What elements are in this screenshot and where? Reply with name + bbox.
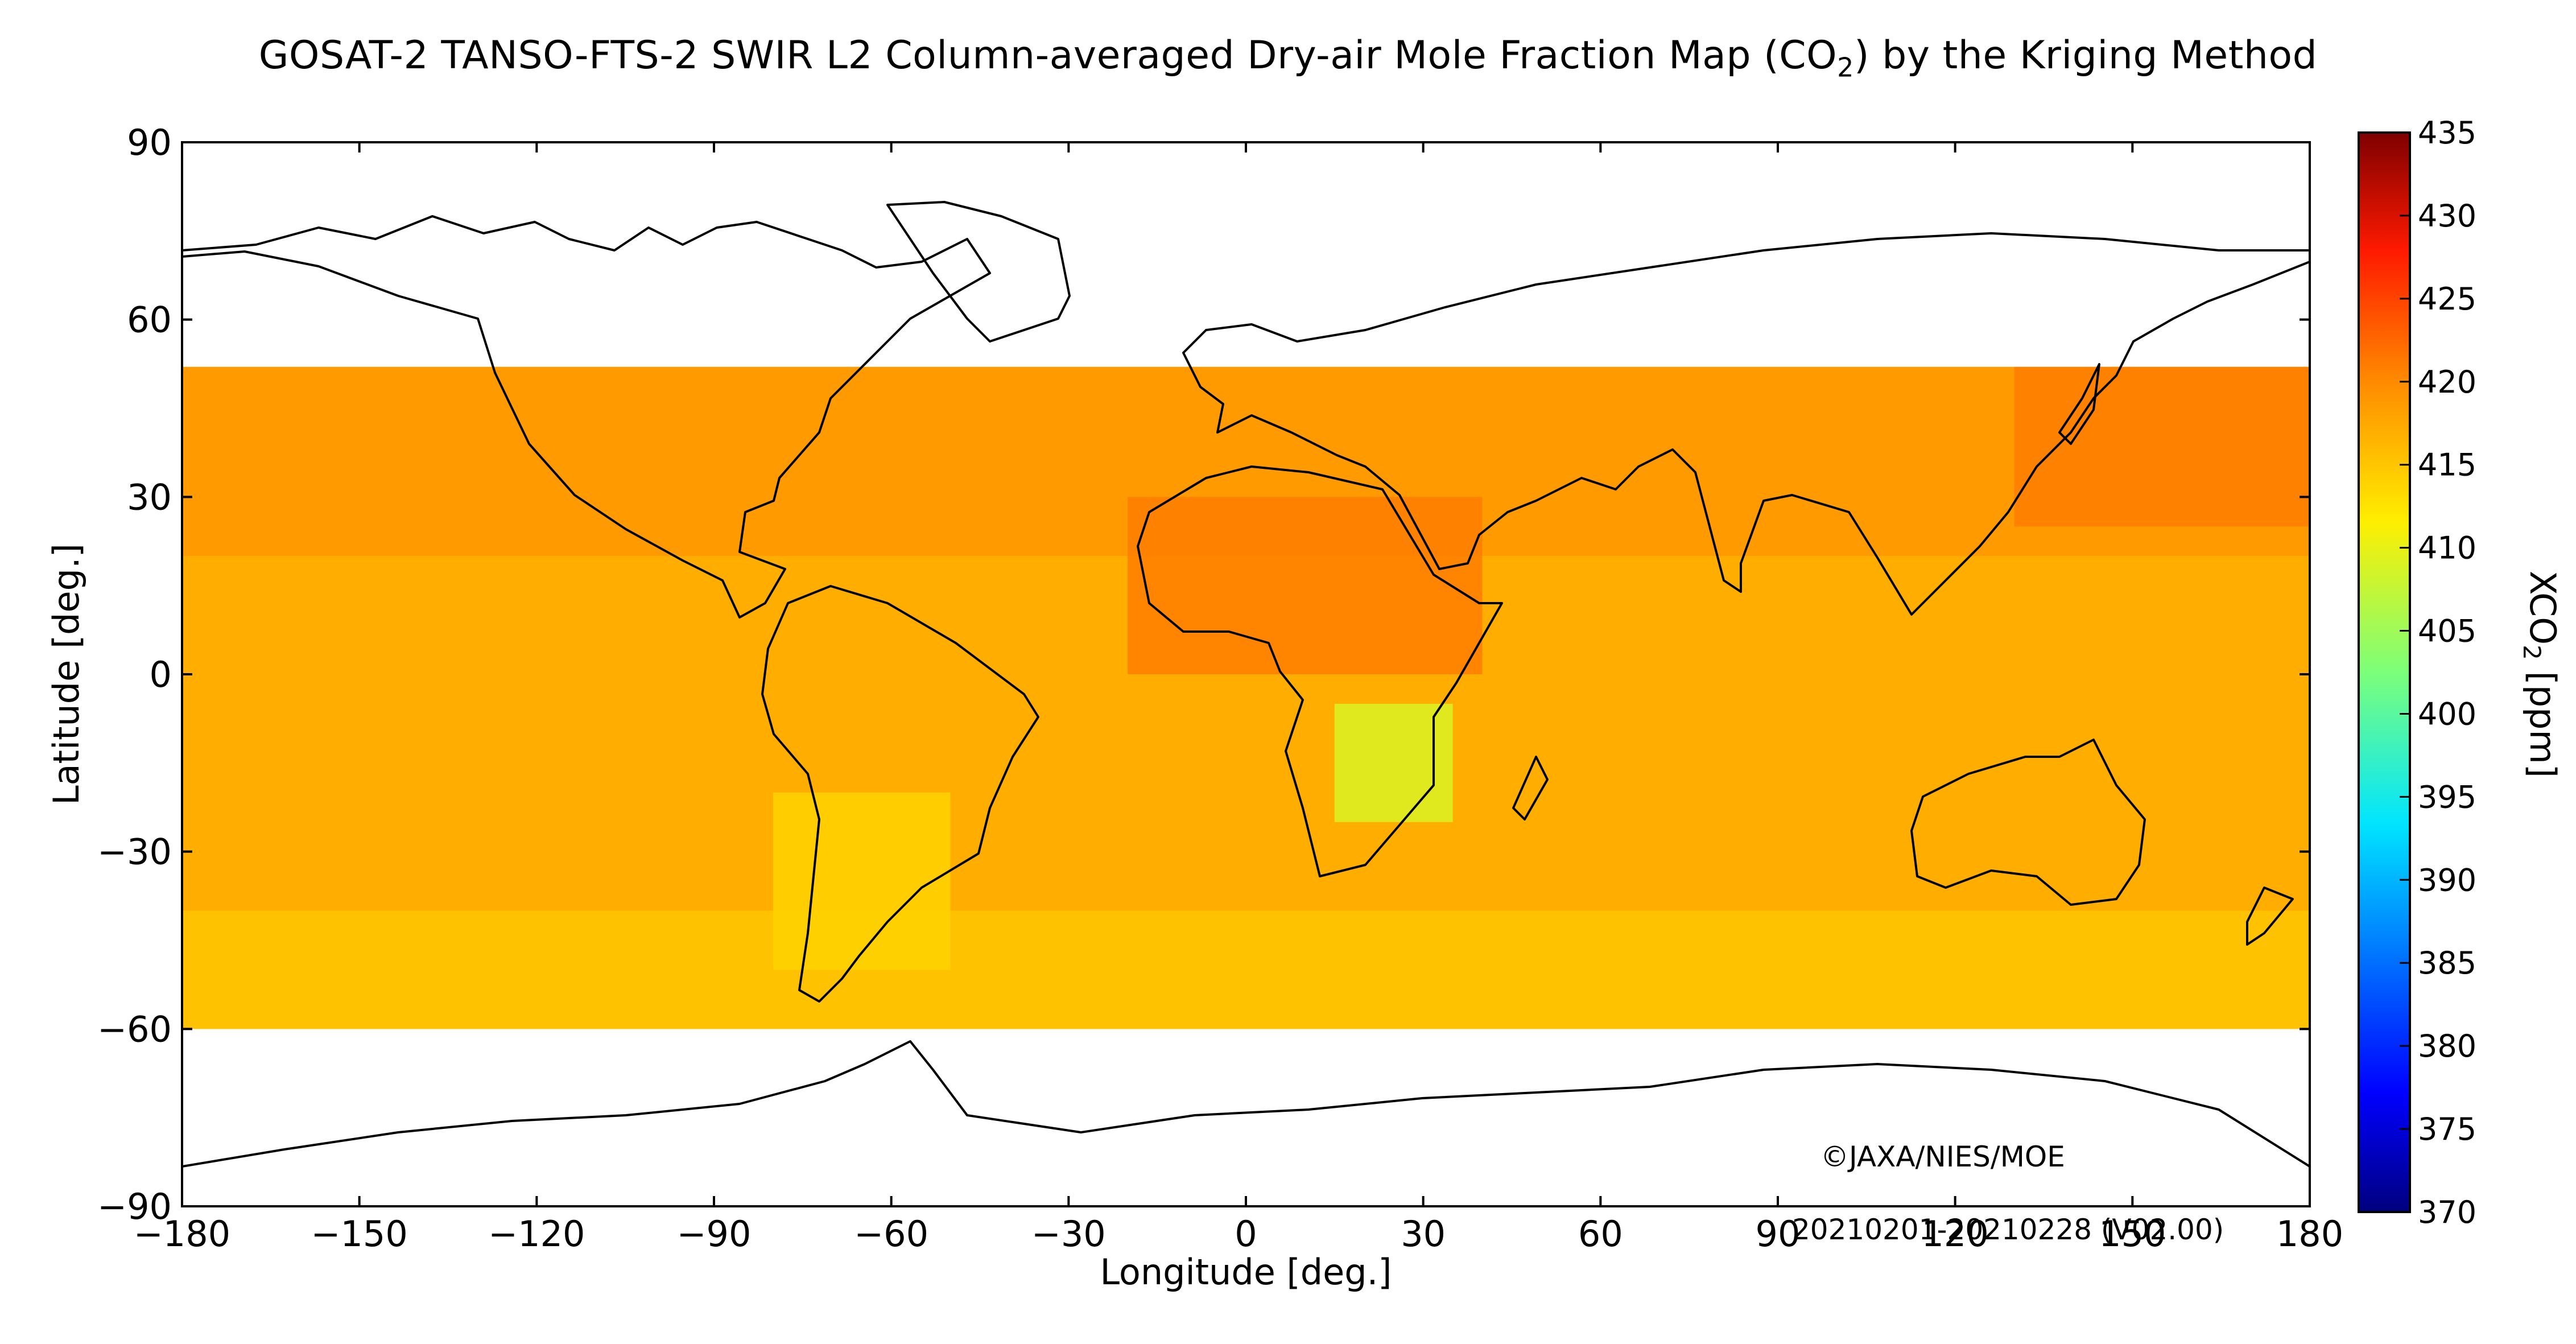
colorbar-ticks: 435 430 425 420 415 410 405 400 395 390 385 380 375 3… <box>2400 115 2476 1230</box>
colorbar-label: XCO2 [ppm] <box>2518 571 2563 778</box>
y-tick-label: −30 <box>97 831 172 873</box>
x-tick-label: 60 <box>1578 1213 1623 1255</box>
coastline-madagascar <box>1512 756 1549 821</box>
y-tick-label: 30 <box>127 476 172 518</box>
colorbar <box>2358 131 2411 1213</box>
x-tick-label: 150 <box>2099 1213 2166 1255</box>
region-south-america-south <box>773 792 951 970</box>
colorbar-tick-label: 425 <box>2418 281 2476 317</box>
colorbar-tick-label: 410 <box>2418 530 2476 566</box>
coastline-south-america <box>761 585 1039 1003</box>
y-tick-label: 0 <box>150 654 172 695</box>
coastline-eurasia <box>1182 232 2310 616</box>
x-tick-label: −90 <box>677 1213 752 1255</box>
coastline-north-america <box>182 215 991 619</box>
coastline-australia <box>1910 739 2146 906</box>
colorbar-tick-label: 420 <box>2418 364 2476 400</box>
period-label: 20210201-20210228 (V02.00) <box>1792 1213 2224 1246</box>
region-sahara-tropical-africa <box>1128 497 1483 674</box>
x-tick-label: 120 <box>1921 1213 1988 1255</box>
colorbar-tick-label: 430 <box>2418 198 2476 234</box>
y-axis-label: Latitude [deg.] <box>46 543 87 805</box>
x-tick-label: 180 <box>2276 1213 2343 1255</box>
coastline-antarctica <box>182 1040 2310 1168</box>
colorbar-tick-label: 390 <box>2418 862 2476 898</box>
coastline-greenland <box>886 201 1071 343</box>
x-tick-label: 0 <box>1235 1213 1257 1255</box>
x-tick-label: −30 <box>1031 1213 1106 1255</box>
x-axis-label: Longitude [deg.] <box>1100 1251 1392 1293</box>
x-axis-ticks: −180 −150 −120 −90 −60 −30 0 30 60 90 120 150 180 <box>134 142 2343 1255</box>
colorbar-tick-label: 370 <box>2418 1194 2476 1230</box>
region-southern-ocean <box>182 910 2310 1029</box>
map-title: GOSAT-2 TANSO-FTS-2 SWIR L2 Column-avera… <box>258 33 2318 83</box>
coastline-africa <box>1137 465 1503 877</box>
x-tick-label: −180 <box>134 1213 230 1255</box>
x-tick-label: −150 <box>311 1213 408 1255</box>
xco2-field <box>182 366 2310 1029</box>
colorbar-tick-label: 405 <box>2418 613 2476 649</box>
colorbar-tick-label: 380 <box>2418 1028 2476 1064</box>
colorbar-tick-label: 415 <box>2418 447 2476 483</box>
y-tick-label: −90 <box>97 1186 172 1227</box>
coastlines <box>182 201 2310 1168</box>
y-tick-label: 90 <box>127 122 172 163</box>
colorbar-tick-label: 435 <box>2418 115 2476 151</box>
x-tick-label: 90 <box>1756 1213 1801 1255</box>
y-axis-ticks: 90 60 30 0 −30 −60 −90 <box>97 122 2310 1227</box>
colorbar-tick-label: 400 <box>2418 696 2476 732</box>
x-tick-label: −120 <box>488 1213 585 1255</box>
y-tick-label: −60 <box>97 1008 172 1050</box>
coastline-new-zealand <box>2246 887 2294 946</box>
region-southern-africa <box>1334 703 1453 822</box>
colorbar-tick-label: 395 <box>2418 779 2476 815</box>
region-north-pacific <box>2014 366 2310 527</box>
coastline-japan <box>2058 363 2100 445</box>
copyright-credit: ©JAXA/NIES/MOE <box>1820 1140 2065 1173</box>
colorbar-tick-label: 375 <box>2418 1111 2476 1147</box>
x-tick-label: −60 <box>854 1213 928 1255</box>
colorbar-tick-label: 385 <box>2418 945 2476 981</box>
y-tick-label: 60 <box>127 299 172 341</box>
x-tick-label: 30 <box>1401 1213 1446 1255</box>
